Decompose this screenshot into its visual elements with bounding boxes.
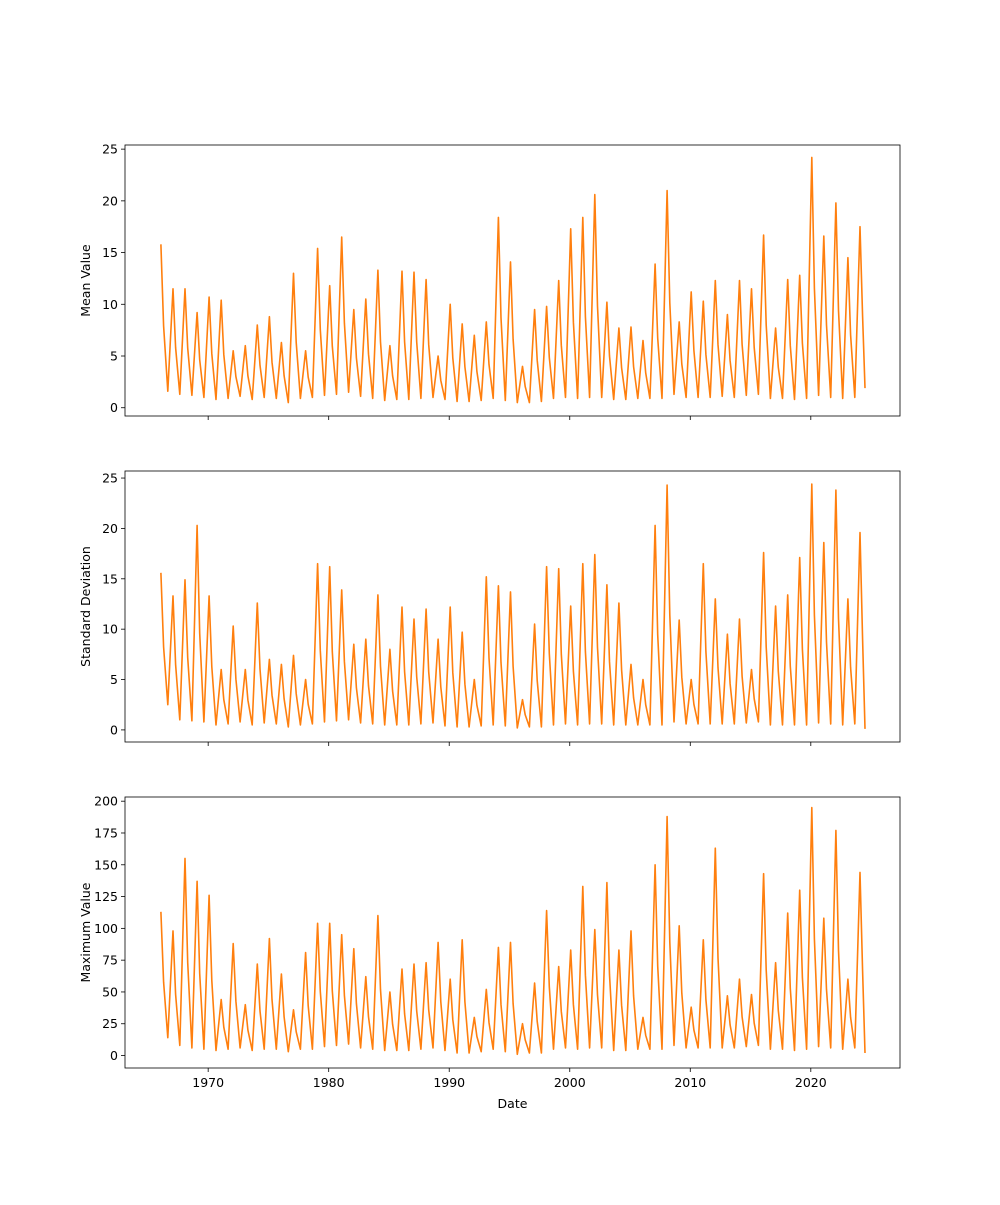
y-tick-label: 50 — [102, 984, 118, 999]
y-tick-label: 0 — [110, 1048, 118, 1063]
y-tick-label: 5 — [110, 349, 118, 364]
x-tick-label: 1980 — [313, 1075, 345, 1090]
y-tick-label: 25 — [102, 1016, 118, 1031]
y-axis-label: Standard Deviation — [78, 546, 93, 667]
y-axis-label: Mean Value — [78, 244, 93, 317]
y-tick-label: 10 — [102, 622, 118, 637]
x-tick-label: 1970 — [192, 1075, 224, 1090]
y-tick-label: 200 — [94, 794, 118, 809]
y-tick-label: 100 — [94, 921, 118, 936]
x-axis-label: Date — [498, 1096, 528, 1111]
y-tick-label: 25 — [102, 471, 118, 486]
y-tick-label: 15 — [102, 245, 118, 260]
series-line-3 — [160, 806, 866, 1056]
y-tick-label: 75 — [102, 953, 118, 968]
y-tick-label: 5 — [110, 672, 118, 687]
y-axis-label: Maximum Value — [78, 882, 93, 982]
y-tick-label: 25 — [102, 142, 118, 157]
x-tick-label: 2010 — [674, 1075, 706, 1090]
axes-frame-1 — [124, 144, 901, 417]
x-tick-label: 1990 — [433, 1075, 465, 1090]
y-tick-label: 15 — [102, 571, 118, 586]
y-tick-label: 0 — [110, 722, 118, 737]
y-tick-label: 20 — [102, 193, 118, 208]
y-tick-label: 20 — [102, 521, 118, 536]
y-tick-label: 10 — [102, 297, 118, 312]
x-tick-label: 2020 — [795, 1075, 827, 1090]
y-tick-label: 0 — [110, 400, 118, 415]
series-line-2 — [160, 483, 866, 729]
y-tick-label: 150 — [94, 857, 118, 872]
y-tick-label: 125 — [94, 889, 118, 904]
x-tick-label: 2000 — [554, 1075, 586, 1090]
y-tick-label: 175 — [94, 825, 118, 840]
axes-frame-3 — [124, 796, 901, 1069]
axes-frame-2 — [124, 470, 901, 743]
series-line-1 — [160, 156, 866, 404]
